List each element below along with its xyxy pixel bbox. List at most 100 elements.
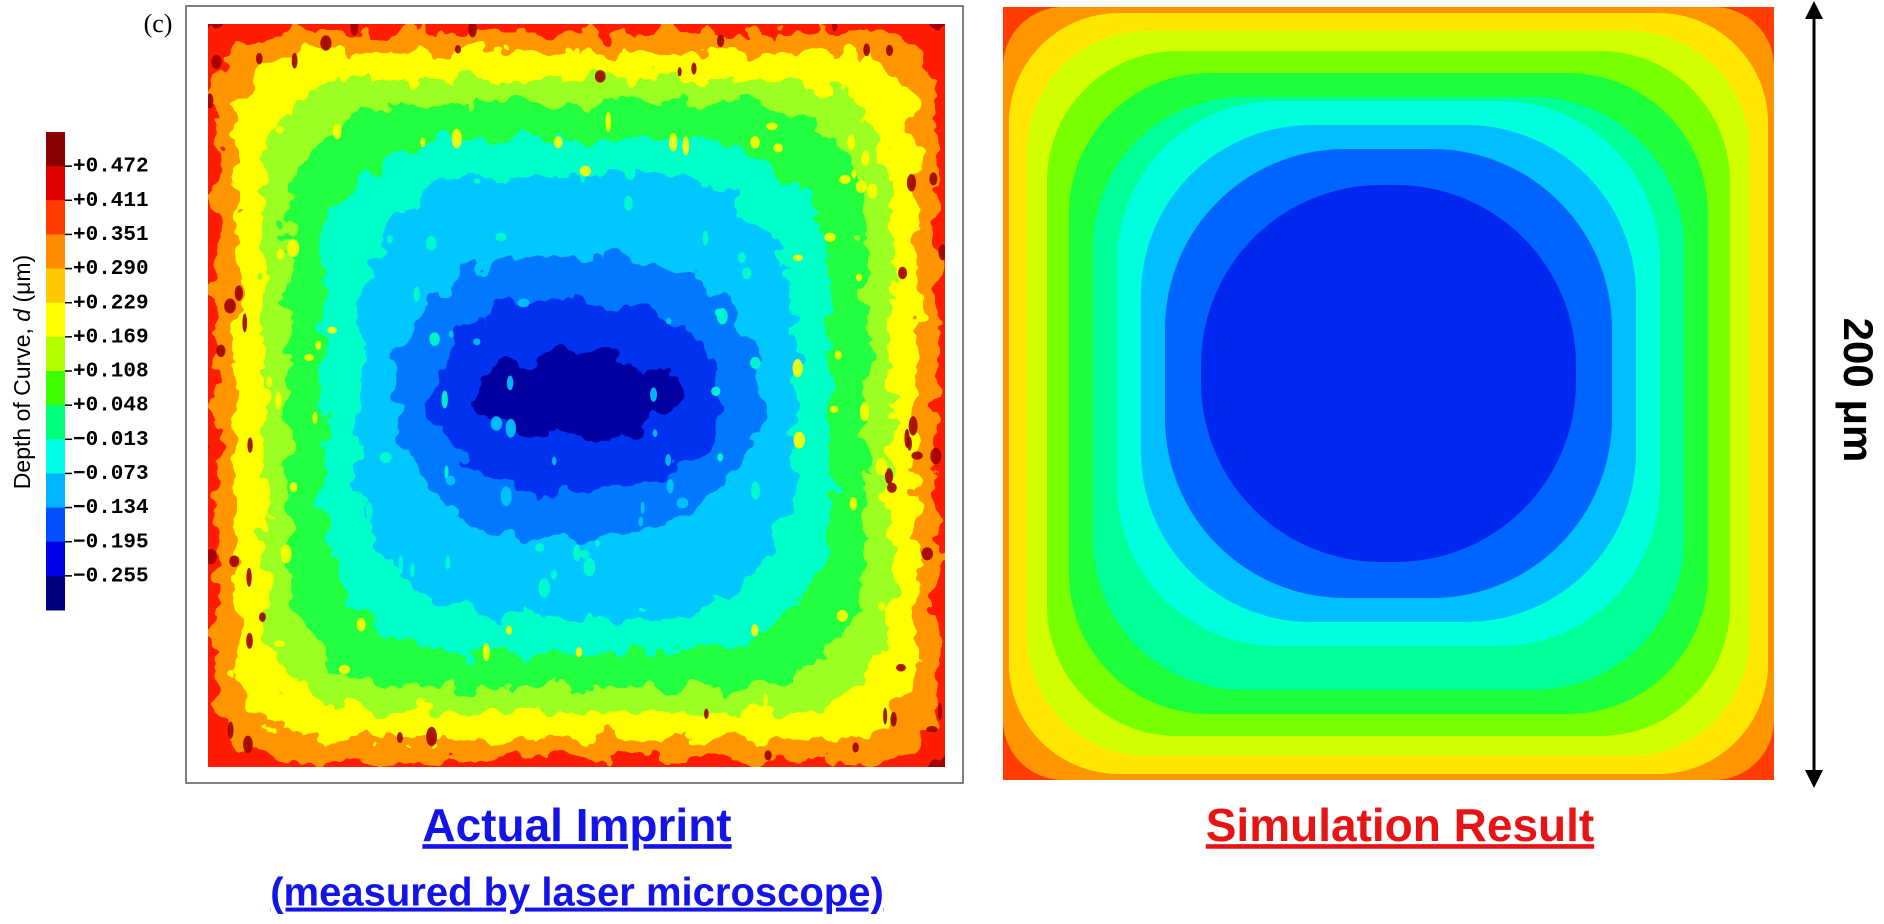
speckle xyxy=(247,437,253,453)
speckle xyxy=(677,67,682,77)
speckle xyxy=(764,750,772,761)
speckle xyxy=(885,44,894,57)
speckle xyxy=(495,232,507,242)
speckle xyxy=(229,555,240,568)
colorbar-segment xyxy=(46,268,65,304)
colorbar-segment xyxy=(46,507,65,543)
panel-frame xyxy=(185,5,964,784)
speckle xyxy=(583,557,596,577)
speckle xyxy=(273,640,285,647)
map-band xyxy=(473,355,680,436)
speckle xyxy=(861,150,870,166)
speckle xyxy=(921,547,934,561)
speckle xyxy=(704,708,709,720)
speckle xyxy=(449,277,454,288)
speckle xyxy=(883,707,888,725)
colorbar-segment xyxy=(46,575,65,611)
speckle xyxy=(875,458,888,476)
speckle xyxy=(333,123,342,140)
caption: Actual Imprint xyxy=(422,799,731,851)
speckle xyxy=(396,731,403,744)
speckle xyxy=(793,431,806,449)
speckle xyxy=(595,539,600,547)
speckle xyxy=(315,340,322,350)
speckle xyxy=(750,135,760,149)
speckle xyxy=(711,386,721,397)
colorbar-tick-label: +0.048 xyxy=(73,395,149,418)
colorbar-segment xyxy=(46,336,65,372)
speckle xyxy=(839,174,851,185)
speckle xyxy=(716,34,725,48)
speckle xyxy=(444,465,449,480)
speckle xyxy=(312,411,318,424)
colorbar-segment xyxy=(46,541,65,577)
scale-label: 200 μm xyxy=(1835,318,1882,463)
speckle xyxy=(506,375,514,391)
speckle xyxy=(676,497,689,509)
speckle xyxy=(640,501,645,514)
speckle xyxy=(773,143,783,153)
speckle xyxy=(338,664,351,675)
colorbar-tick-label: +0.108 xyxy=(73,361,149,384)
speckle xyxy=(420,137,426,148)
speckle xyxy=(246,632,253,649)
speckle xyxy=(669,133,678,152)
colorbar-segment xyxy=(46,166,65,201)
speckle xyxy=(766,122,778,131)
speckle xyxy=(304,354,314,361)
speckle xyxy=(500,486,512,507)
speckle xyxy=(379,203,384,221)
speckle xyxy=(763,694,768,707)
map-bands xyxy=(208,24,945,767)
speckle xyxy=(261,573,269,591)
speckle xyxy=(448,330,454,339)
speckle xyxy=(830,405,839,413)
colorbar-tick-label: −0.195 xyxy=(73,531,149,554)
speckle xyxy=(429,332,440,346)
speckle xyxy=(699,79,709,86)
speckle xyxy=(350,24,359,36)
speckle xyxy=(852,742,859,753)
speckle xyxy=(849,497,857,511)
speckle xyxy=(824,232,836,242)
colorbar-tick-label: +0.411 xyxy=(73,190,149,213)
speckle xyxy=(505,418,516,438)
speckle xyxy=(832,24,838,32)
speckle xyxy=(426,726,437,747)
speckle xyxy=(792,358,803,378)
map-band xyxy=(1201,185,1576,562)
speckle xyxy=(266,376,273,388)
colorbar-tick-label: −0.255 xyxy=(73,565,149,588)
speckle xyxy=(454,45,462,54)
speckle xyxy=(926,726,938,733)
speckle xyxy=(886,482,897,493)
colorbar-tick-label: +0.169 xyxy=(73,326,149,349)
speckle xyxy=(938,244,945,261)
speckle xyxy=(415,697,425,708)
speckle xyxy=(836,609,848,622)
speckle xyxy=(506,625,513,635)
speckle xyxy=(579,165,592,177)
speckle xyxy=(737,252,746,263)
speckle xyxy=(626,73,637,88)
speckle xyxy=(552,456,557,466)
colorbar-segment xyxy=(46,132,65,167)
simulated-map xyxy=(1003,7,1774,780)
speckle xyxy=(242,313,248,333)
speckle xyxy=(855,273,863,282)
speckle xyxy=(666,478,674,494)
speckle xyxy=(847,134,856,151)
speckle xyxy=(451,128,462,149)
speckle xyxy=(834,350,842,360)
speckle xyxy=(851,169,857,179)
speckle xyxy=(211,54,222,70)
speckle xyxy=(573,545,581,562)
colorbar-tick-label: +0.472 xyxy=(73,156,149,179)
colorbar-segment xyxy=(46,200,65,235)
speckle xyxy=(216,344,226,358)
speckle xyxy=(538,577,550,598)
speckle xyxy=(275,125,284,134)
speckle xyxy=(742,267,752,280)
speckle xyxy=(714,308,723,317)
speckle xyxy=(386,234,393,244)
